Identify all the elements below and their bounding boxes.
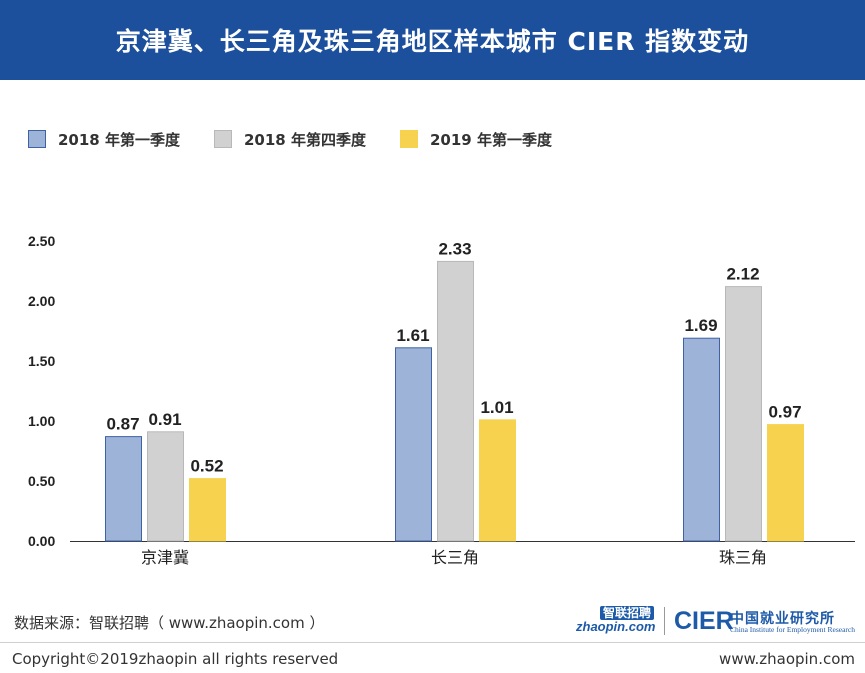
bar — [683, 337, 720, 542]
legend-swatch-series-3 — [399, 130, 418, 148]
x-category-label: 长三角 — [431, 548, 479, 567]
logo-divider — [664, 607, 665, 635]
chart-title: 京津冀、长三角及珠三角地区样本城市 CIER 指数变动 — [115, 27, 750, 56]
data-label: 1.69 — [684, 316, 717, 335]
data-label: 0.91 — [148, 410, 181, 429]
legend: 2018 年第一季度 2018 年第四季度 2019 年第一季度 — [28, 128, 552, 150]
bar — [105, 436, 142, 542]
bar — [767, 424, 804, 542]
legend-item-series-2: 2018 年第四季度 — [213, 129, 366, 150]
bar — [479, 419, 516, 542]
bar-chart: 0.00 0.50 1.00 1.50 2.00 2.50 0.87 0.91 0.52 京津冀 1… — [28, 233, 855, 567]
x-category-label: 珠三角 — [719, 548, 767, 567]
y-tick-label: 1.00 — [28, 413, 55, 429]
data-label: 0.97 — [768, 403, 801, 422]
data-label: 1.01 — [480, 398, 513, 417]
legend-swatch-series-1 — [28, 130, 46, 148]
legend-swatch-series-2 — [213, 130, 232, 148]
legend-item-series-1: 2018 年第一季度 — [28, 129, 180, 150]
legend-label-series-2: 2018 年第四季度 — [243, 130, 366, 149]
bar — [395, 347, 432, 542]
data-label: 2.12 — [726, 265, 759, 284]
data-label: 0.52 — [190, 457, 223, 476]
bar — [725, 286, 762, 542]
bar — [147, 431, 184, 542]
bar — [437, 260, 474, 542]
y-tick-label: 2.50 — [28, 233, 55, 249]
y-tick-label: 2.00 — [28, 293, 55, 309]
footer-divider — [0, 642, 865, 643]
copyright-text: Copyright©2019zhaopin all rights reserve… — [12, 650, 339, 668]
bar — [189, 478, 226, 542]
data-label: 0.87 — [106, 415, 139, 434]
site-url: www.zhaopin.com — [719, 650, 855, 668]
cier-logo: CIER 中国就业研究所 China Institute for Employm… — [674, 607, 855, 635]
y-tick-label: 0.00 — [28, 533, 55, 549]
data-label: 2.33 — [438, 239, 471, 258]
legend-item-series-3: 2019 年第一季度 — [399, 129, 552, 150]
title-bar: 京津冀、长三角及珠三角地区样本城市 CIER 指数变动 — [0, 0, 865, 80]
y-tick-label: 0.50 — [28, 473, 55, 489]
data-source-note: 数据来源：智联招聘（ www.zhaopin.com ） — [14, 614, 325, 632]
zhaopin-logo: 智联招聘 zhaopin.com — [576, 606, 656, 634]
x-category-label: 京津冀 — [141, 548, 189, 567]
legend-label-series-1: 2018 年第一季度 — [58, 130, 180, 149]
legend-label-series-3: 2019 年第一季度 — [429, 130, 552, 149]
y-tick-label: 1.50 — [28, 353, 55, 369]
data-label: 1.61 — [396, 326, 429, 345]
